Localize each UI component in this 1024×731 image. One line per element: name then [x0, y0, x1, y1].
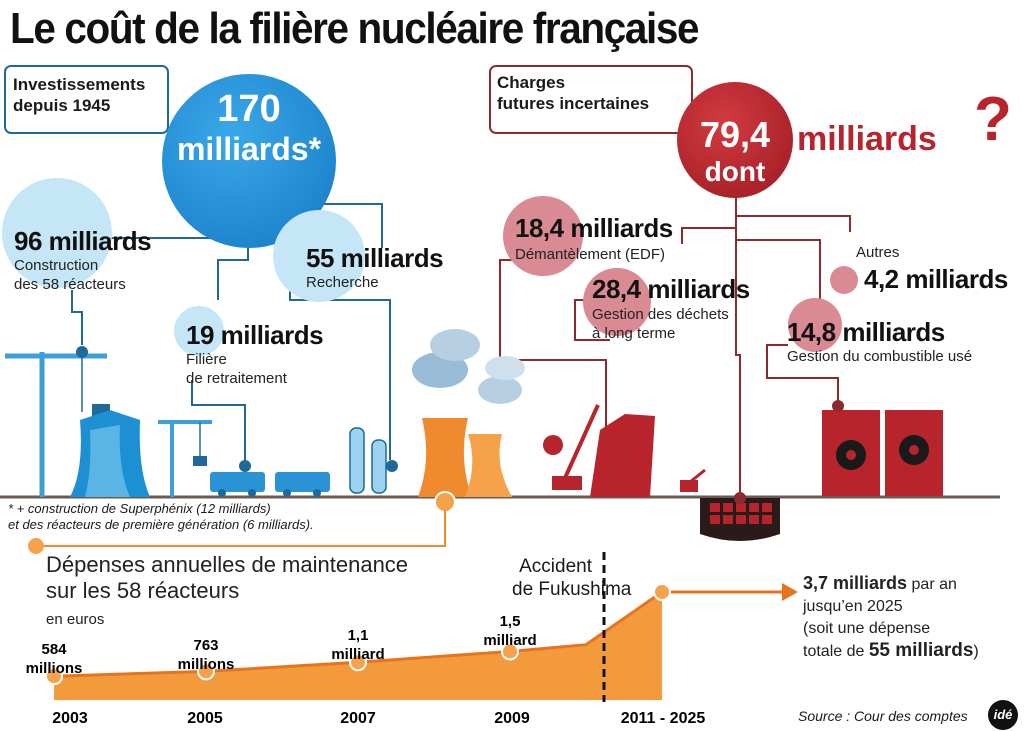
other-amount: 4,2 milliards	[864, 264, 1008, 294]
construction-amount: 96 milliards	[14, 226, 152, 256]
investments-label: Investissements depuis 1945	[13, 75, 146, 115]
x-tick-label: 2011 - 2025	[621, 710, 706, 727]
future-total-word: dont	[704, 156, 766, 187]
data-point	[501, 642, 519, 661]
future-label: Charges futures incertaines	[497, 73, 650, 113]
x-tick-label: 2003	[52, 710, 88, 727]
circle-other	[830, 266, 858, 294]
data-point	[349, 653, 367, 672]
construction-desc: Construction des 58 réacteurs	[14, 257, 126, 293]
reactor-construction-icon	[70, 410, 150, 497]
arrow-right-icon	[782, 583, 798, 601]
train-icon	[210, 460, 330, 497]
spent-fuel-desc: Gestion du combustible usé	[787, 348, 973, 365]
projection-text: 3,7 milliards par an jusqu’en 2025 (soit…	[803, 573, 979, 661]
dismantling-desc: Démantèlement (EDF)	[515, 246, 666, 263]
excavator-icon	[680, 468, 706, 492]
data-point	[653, 583, 671, 601]
circle-reprocessing	[174, 306, 224, 356]
maintenance-chart: 584 millions 763 millions 1,1 milliard 1,5 mill…	[26, 552, 798, 727]
demolition-crane-icon	[543, 404, 600, 490]
data-label-unit: millions	[26, 660, 83, 677]
waste-storage-icon	[700, 492, 780, 541]
future-total-unit: milliards	[797, 120, 937, 158]
data-point	[45, 667, 63, 686]
source-text: Source : Cour des comptes	[798, 708, 968, 724]
data-label-value: 584	[41, 641, 67, 658]
other-desc: Autres	[856, 244, 900, 261]
future-total-value: 79,4	[699, 114, 771, 155]
data-label-unit: millions	[178, 656, 235, 673]
reprocessing-amount: 19 milliards	[186, 320, 324, 350]
circle-dismantling	[503, 196, 583, 276]
page-title: Le coût de la filière nucléaire français…	[10, 4, 699, 53]
test-tubes-icon	[349, 427, 398, 494]
maintenance-unit: en euros	[46, 611, 105, 628]
building-demolition-icon	[590, 414, 655, 497]
cooling-towers-icon	[412, 329, 525, 497]
future-total-circle	[677, 82, 793, 198]
data-label-value: 763	[193, 637, 218, 654]
circle-spent-fuel	[788, 298, 842, 352]
circle-research	[273, 210, 365, 302]
maintenance-title: Dépenses annuelles de maintenance sur le…	[46, 552, 409, 603]
waste-desc: Gestion des déchets à long terme	[592, 306, 729, 342]
investments-label-frame	[4, 65, 169, 134]
data-label-unit: milliard	[331, 646, 384, 663]
circle-construction	[2, 178, 112, 288]
research-desc: Recherche	[306, 274, 379, 291]
investments-total-unit: milliards*	[176, 131, 322, 167]
x-tick-label: 2005	[187, 710, 223, 727]
research-amount: 55 milliards	[306, 243, 444, 273]
data-label-value: 1,5	[500, 613, 521, 630]
dismantling-amount: 18,4 milliards	[515, 213, 673, 243]
data-label-unit: milliard	[483, 632, 536, 649]
investments-total-value: 170	[217, 88, 281, 130]
question-mark: ?	[974, 85, 1012, 154]
waste-amount: 28,4 milliards	[592, 274, 750, 304]
spent-fuel-amount: 14,8 milliards	[787, 317, 945, 347]
investments-footnote: * + construction de Superphénix (12 mill…	[8, 501, 314, 532]
x-tick-label: 2009	[494, 710, 530, 727]
projection-amount: 3,7 milliards	[803, 573, 908, 593]
x-tick-label: 2007	[340, 710, 376, 727]
data-point	[197, 662, 215, 681]
reprocessing-desc: Filière de retraitement	[186, 351, 287, 387]
circle-waste	[583, 268, 651, 336]
ide-logo: idé	[988, 700, 1018, 730]
crane-small-icon	[158, 420, 212, 497]
chart-line	[53, 590, 663, 678]
data-label-value: 1,1	[348, 627, 369, 644]
asterisk: *	[308, 131, 322, 167]
radioactive-barrels-icon	[822, 400, 943, 496]
